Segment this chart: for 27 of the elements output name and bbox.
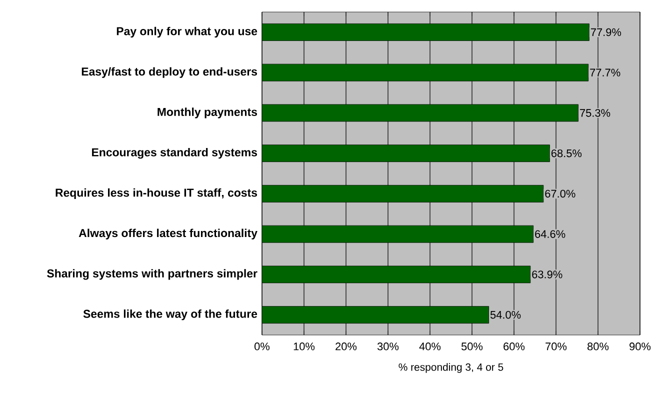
x-tick-label: 80%	[588, 342, 609, 350]
y-tick-label: Always offers latest functionality	[78, 228, 258, 240]
x-tick-label: 60%	[504, 342, 525, 350]
y-tick-label: Seems like the way of the future	[83, 309, 258, 320]
x-tick-label: 70%	[546, 342, 567, 350]
data-label: 68.5%	[551, 149, 582, 158]
x-tick-label: 40%	[419, 342, 441, 350]
data-label: 63.9%	[532, 270, 562, 278]
y-tick-label: Encourages standard systems	[92, 148, 257, 159]
x-tick-label: 20%	[336, 342, 357, 350]
y-tick-label: Requires less in-house IT staff, costs	[56, 188, 258, 200]
y-tick-label: Pay only for what you use	[116, 26, 258, 38]
x-axis-title: % responding 3, 4 or 5	[398, 363, 504, 373]
x-tick-label: 90%	[630, 342, 651, 350]
data-label: 67.0%	[545, 190, 576, 198]
data-label: 77.7%	[590, 68, 620, 76]
x-tick-label: 10%	[294, 342, 315, 350]
x-tick-label: 30%	[377, 342, 399, 350]
y-tick-label: Monthly payments	[158, 108, 258, 118]
x-tick-label: 0%	[254, 342, 270, 350]
data-label: 64.6%	[535, 230, 566, 238]
x-tick-label: 50%	[461, 342, 483, 350]
data-label: 77.9%	[590, 28, 622, 36]
y-tick-label: Sharing systems with partners simpler	[47, 269, 258, 280]
data-label: 54.0%	[490, 310, 521, 319]
y-tick-label: Easy/fast to deploy to end-users	[82, 67, 258, 78]
data-label: 75.3%	[580, 109, 610, 117]
